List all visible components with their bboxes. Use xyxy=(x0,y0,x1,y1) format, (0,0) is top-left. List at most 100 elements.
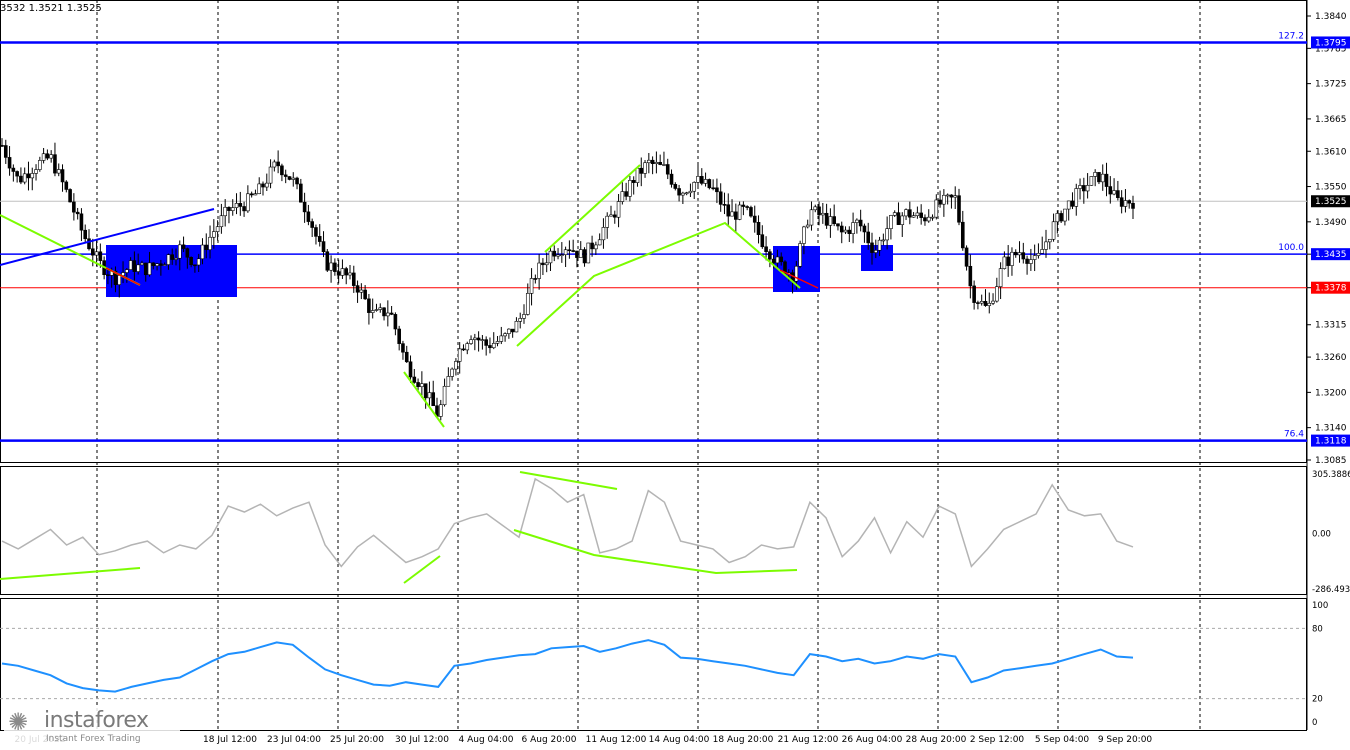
candle-body xyxy=(817,206,821,216)
candle-body xyxy=(446,376,451,387)
x-tick-label: 28 Aug 20:00 xyxy=(906,735,967,745)
candle-body xyxy=(253,193,258,196)
candle-body xyxy=(575,250,579,258)
candle-body xyxy=(673,184,678,189)
candle-body xyxy=(382,307,386,317)
y-tick-label: 1.3490 xyxy=(1315,218,1347,228)
y-tick-label: 1.3260 xyxy=(1315,353,1347,363)
x-tick-label: 21 Aug 12:00 xyxy=(778,735,839,745)
candle-body xyxy=(1006,256,1010,266)
candle-body xyxy=(938,199,942,205)
candle-body xyxy=(662,164,666,166)
current-price-tag xyxy=(1311,195,1350,208)
candle-body xyxy=(1131,202,1135,209)
candle-body xyxy=(821,212,825,216)
candle-body xyxy=(510,328,515,333)
candle-body xyxy=(113,270,118,285)
candle-body xyxy=(597,239,602,246)
candle-body xyxy=(541,262,545,266)
candle-body xyxy=(60,169,65,183)
rsi-tick-label: 0 xyxy=(1312,718,1317,728)
candle-body xyxy=(283,174,288,177)
candle-body xyxy=(1127,200,1132,204)
x-tick-label: 11 Aug 12:00 xyxy=(586,735,647,745)
candle-body xyxy=(1063,208,1067,222)
candle-body xyxy=(310,221,314,228)
x-tick-label: 2 Sep 12:00 xyxy=(970,735,1025,745)
candle-body xyxy=(979,301,984,304)
candle-body xyxy=(616,201,621,218)
candle-body xyxy=(1047,238,1052,243)
candle-body xyxy=(681,192,685,196)
candle-body xyxy=(639,167,644,174)
candle-body xyxy=(605,215,610,228)
y-tick-label: 1.3725 xyxy=(1315,80,1347,90)
candle-body xyxy=(0,145,4,147)
candle-body xyxy=(75,211,80,215)
candle-body xyxy=(461,348,466,351)
candle-body xyxy=(896,212,901,225)
candle-body xyxy=(136,264,140,272)
current-price-label: 1.3525 xyxy=(1315,197,1347,207)
candle-body xyxy=(15,171,19,177)
candle-body xyxy=(802,226,806,244)
candle-body xyxy=(189,256,193,266)
fib-value-label: 1.3118 xyxy=(1315,437,1347,447)
candle-body xyxy=(87,238,91,250)
candle-body xyxy=(53,154,57,174)
candle-body xyxy=(495,341,500,344)
candle-body xyxy=(212,231,216,238)
candle-body xyxy=(412,376,417,383)
candle-body xyxy=(855,219,859,223)
candle-body xyxy=(904,209,908,217)
cci-line xyxy=(1,477,1134,568)
candle-body xyxy=(813,206,818,211)
candle-body xyxy=(677,188,681,196)
candle-body xyxy=(752,215,757,223)
candle-body xyxy=(851,222,855,234)
y-tick-label: 1.3085 xyxy=(1315,456,1347,466)
cci-divergence-line xyxy=(519,471,618,490)
candle-body xyxy=(987,302,992,306)
candle-body xyxy=(499,335,504,342)
candle-body xyxy=(117,275,122,285)
candle-body xyxy=(556,254,560,257)
candle-body xyxy=(159,263,163,266)
x-tick-label: 18 Jul 12:00 xyxy=(203,735,257,745)
candle-body xyxy=(223,206,227,217)
candle-body xyxy=(601,227,606,241)
candle-body xyxy=(503,333,507,337)
candle-body xyxy=(299,183,303,203)
candle-body xyxy=(1119,197,1124,207)
candle-body xyxy=(926,216,931,222)
candle-body xyxy=(1104,173,1109,187)
candle-body xyxy=(423,383,428,399)
candle-body xyxy=(484,339,488,346)
candle-body xyxy=(7,157,12,169)
candle-body xyxy=(805,224,810,228)
candle-body xyxy=(631,180,636,183)
candle-body xyxy=(544,262,549,266)
candle-body xyxy=(1017,252,1022,256)
candle-body xyxy=(612,214,617,218)
candle-body xyxy=(404,351,409,363)
candle-body xyxy=(658,161,662,165)
candle-body xyxy=(431,392,436,407)
cci-tick-label: 0.00 xyxy=(1312,529,1331,539)
candle-body xyxy=(1051,221,1056,240)
candle-body xyxy=(238,203,243,207)
x-tick-label: 4 Aug 04:00 xyxy=(459,735,514,745)
x-tick-label: 14 Aug 04:00 xyxy=(649,735,710,745)
candle-body xyxy=(317,236,322,242)
candle-body xyxy=(976,302,980,304)
candle-body xyxy=(529,278,534,294)
candle-body xyxy=(836,223,840,227)
y-tick-label: 1.3315 xyxy=(1315,321,1347,331)
candle-body xyxy=(306,211,311,222)
candle-body xyxy=(22,173,27,183)
y-tick-label: 1.3610 xyxy=(1315,147,1347,157)
y-tick-label: 1.3840 xyxy=(1315,12,1347,22)
wave-line-green xyxy=(544,164,641,253)
candle-body xyxy=(257,183,262,194)
candle-body xyxy=(476,337,481,341)
